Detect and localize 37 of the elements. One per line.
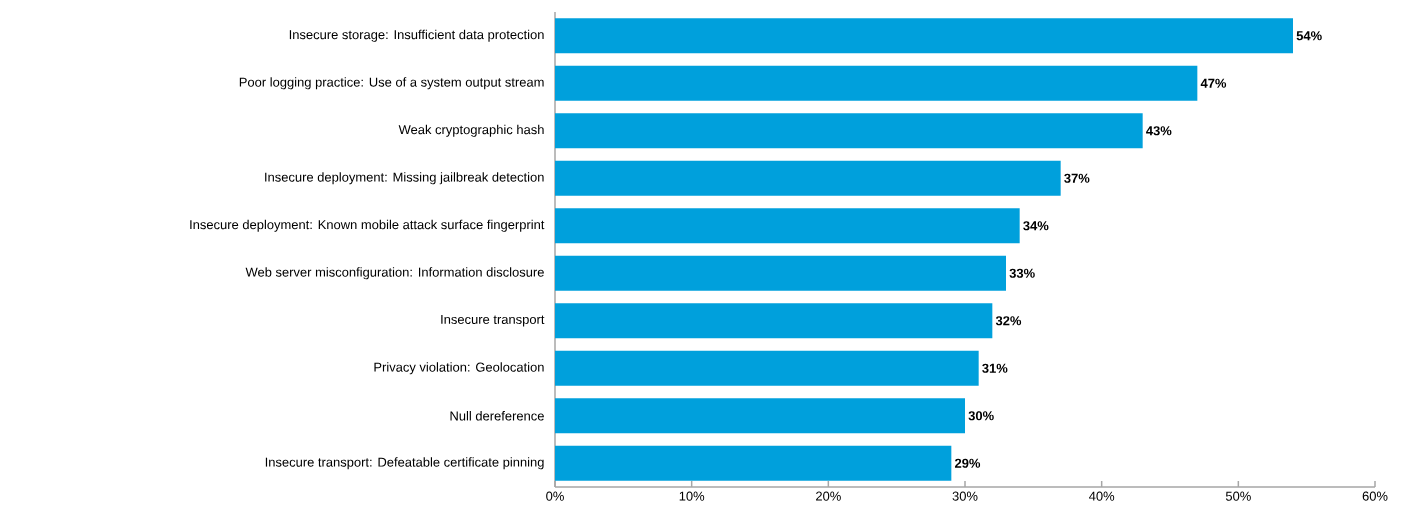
x-tick-label: 20% <box>816 491 841 501</box>
data-label: 37% <box>1064 173 1090 183</box>
y-tick-label: Privacy violation: Geolocation <box>374 362 544 375</box>
x-tick-label: 0% <box>546 491 564 501</box>
data-label: 29% <box>954 458 981 468</box>
bar <box>555 350 979 386</box>
y-tick-label: Weak cryptographic hash <box>398 124 544 137</box>
data-label: 33% <box>1009 268 1035 278</box>
y-tick-label: Insecure deployment: Missing jailbreak detection <box>265 172 544 185</box>
bar <box>555 445 952 481</box>
x-tick-label: 50% <box>1225 491 1251 501</box>
y-tick-label: Null dereference <box>450 410 544 421</box>
y-tick-label: Poor logging practice: Use of a system output stream <box>239 77 544 90</box>
y-tick-label: Web server misconfiguration: Information disclosure <box>245 267 544 280</box>
bar <box>555 303 993 339</box>
bar <box>555 398 965 434</box>
data-label: 47% <box>1200 78 1227 88</box>
data-label: 30% <box>968 411 994 421</box>
y-tick-label: Insecure storage: Insufficient data protection <box>289 29 544 42</box>
data-label: 54% <box>1296 31 1322 41</box>
x-tick-label: 10% <box>679 491 705 501</box>
bar <box>555 113 1143 149</box>
data-label: 43% <box>1146 126 1172 136</box>
y-tick-label: Insecure transport: Defeatable certificate pinning <box>265 457 544 470</box>
y-tick-label: Insecure deployment: Known mobile attack surface fingerprint <box>190 219 545 232</box>
x-tick-label: 60% <box>1362 491 1388 501</box>
bar <box>555 208 1020 244</box>
x-tick-label: 40% <box>1089 491 1115 501</box>
x-tick-label: 30% <box>952 491 978 501</box>
data-label: 31% <box>982 363 1008 373</box>
bar <box>555 160 1061 196</box>
bar <box>555 255 1006 291</box>
data-label: 32% <box>995 316 1022 326</box>
bar <box>555 18 1293 54</box>
y-tick-label: Insecure transport <box>441 314 545 327</box>
bar <box>555 65 1198 101</box>
data-label: 34% <box>1023 221 1049 231</box>
